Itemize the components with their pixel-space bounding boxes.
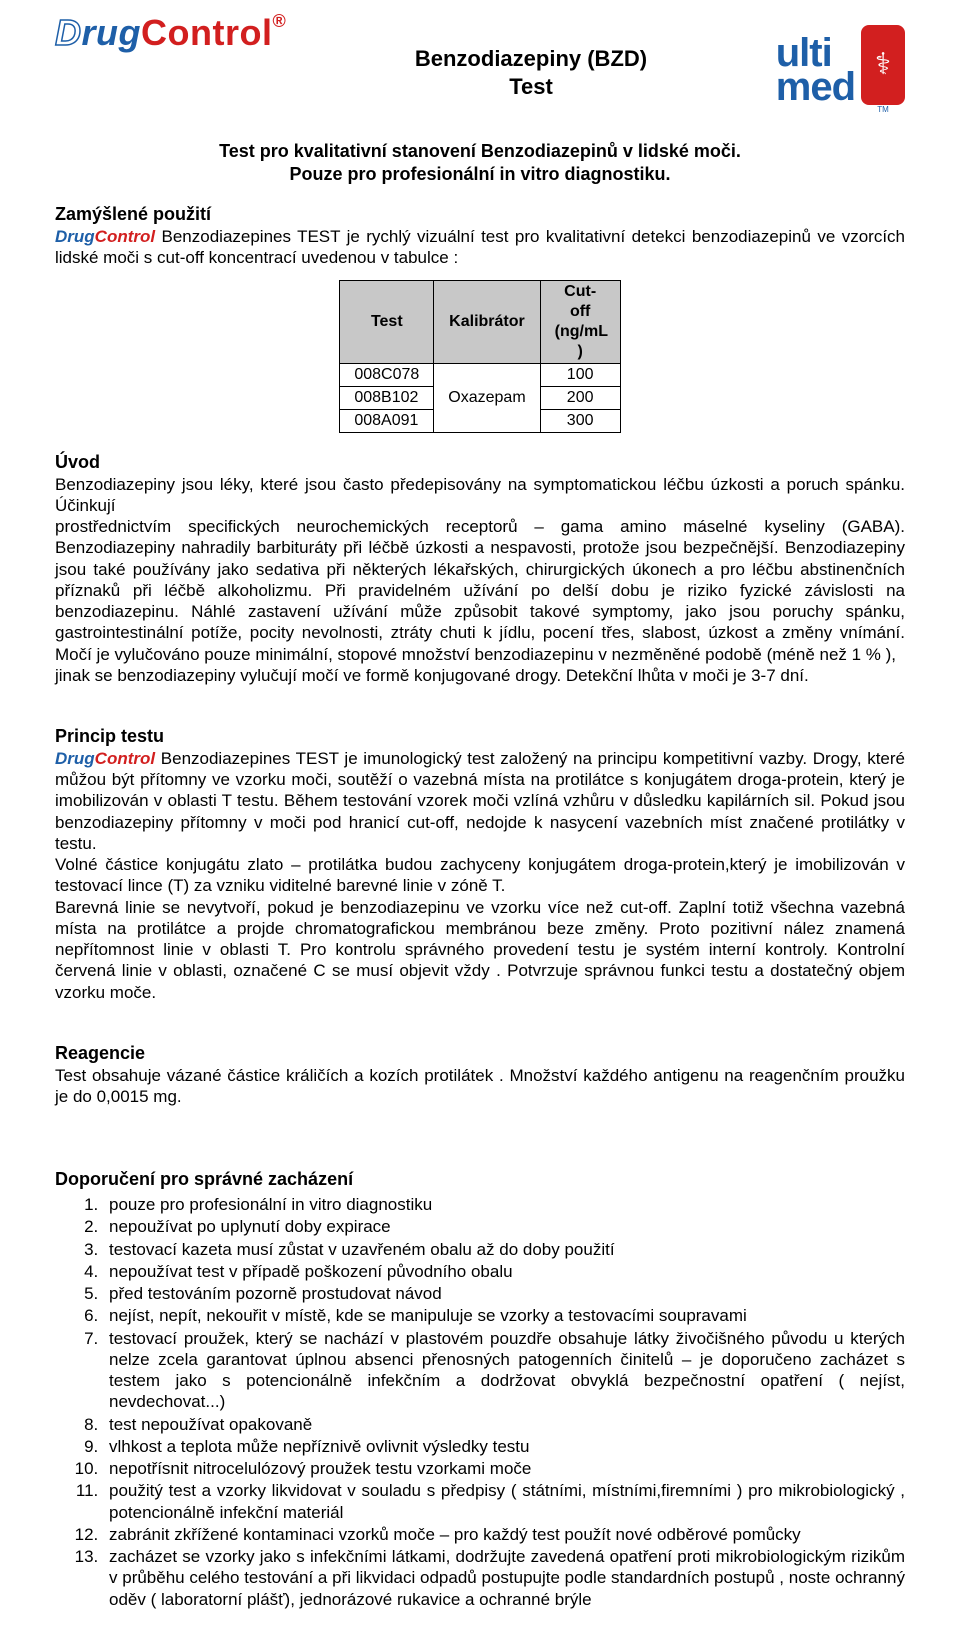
list-item: zacházet se vzorky jako s infekčními lát… — [103, 1546, 905, 1610]
list-item: nejíst, nepít, nekouřit v místě, kde se … — [103, 1305, 905, 1326]
ultimed-badge-icon: ⚕ — [861, 25, 905, 105]
ultimed-logo: ulti med ⚕ TM — [776, 10, 905, 115]
header: DrugControl® Benzodiazepiny (BZD) Test u… — [55, 10, 905, 115]
principle-heading: Princip testu — [55, 725, 905, 748]
calibrator-table: Test Kalibrátor Cut-off (ng/mL ) 008C078… — [339, 280, 620, 433]
intro-heading: Úvod — [55, 451, 905, 474]
list-item: před testováním pozorně prostudovat návo… — [103, 1283, 905, 1304]
list-item: nepoužívat po uplynutí doby expirace — [103, 1216, 905, 1237]
table-header: Kalibrátor — [434, 281, 540, 364]
list-item: zabránit zkřížené kontaminaci vzorků moč… — [103, 1524, 905, 1545]
drugcontrol-logo: DrugControl® — [55, 10, 286, 55]
list-item: testovací proužek, který se nachází v pl… — [103, 1328, 905, 1413]
table-header: Cut-off (ng/mL ) — [540, 281, 620, 364]
principle-text: DrugControl Benzodiazepines TEST je imun… — [55, 748, 905, 1003]
list-item: nepoužívat test v případě poškození půvo… — [103, 1261, 905, 1282]
subtitle: Test pro kvalitativní stanovení Benzodia… — [55, 140, 905, 185]
list-item: pouze pro profesionální in vitro diagnos… — [103, 1194, 905, 1215]
page-title: Benzodiazepiny (BZD) Test — [286, 10, 776, 100]
recommendations-heading: Doporučení pro správné zacházení — [55, 1168, 905, 1191]
intro-text: Benzodiazepiny jsou léky, které jsou čas… — [55, 474, 905, 687]
list-item: použitý test a vzorky likvidovat v soula… — [103, 1480, 905, 1523]
list-item: test nepoužívat opakovaně — [103, 1414, 905, 1435]
list-item: testovací kazeta musí zůstat v uzavřeném… — [103, 1239, 905, 1260]
table-header: Test — [340, 281, 434, 364]
list-item: nepotřísnit nitrocelulózový proužek test… — [103, 1458, 905, 1479]
intended-use-heading: Zamýšlené použití — [55, 203, 905, 226]
table-row: 008C078 Oxazepam 100 — [340, 364, 620, 387]
reagents-text: Test obsahuje vázané částice králičích a… — [55, 1065, 905, 1108]
recommendations-list: pouze pro profesionální in vitro diagnos… — [103, 1194, 905, 1610]
intended-use-text: DrugControl Benzodiazepines TEST je rych… — [55, 226, 905, 269]
reagents-heading: Reagencie — [55, 1042, 905, 1065]
list-item: vlhkost a teplota může nepříznivě ovlivn… — [103, 1436, 905, 1457]
